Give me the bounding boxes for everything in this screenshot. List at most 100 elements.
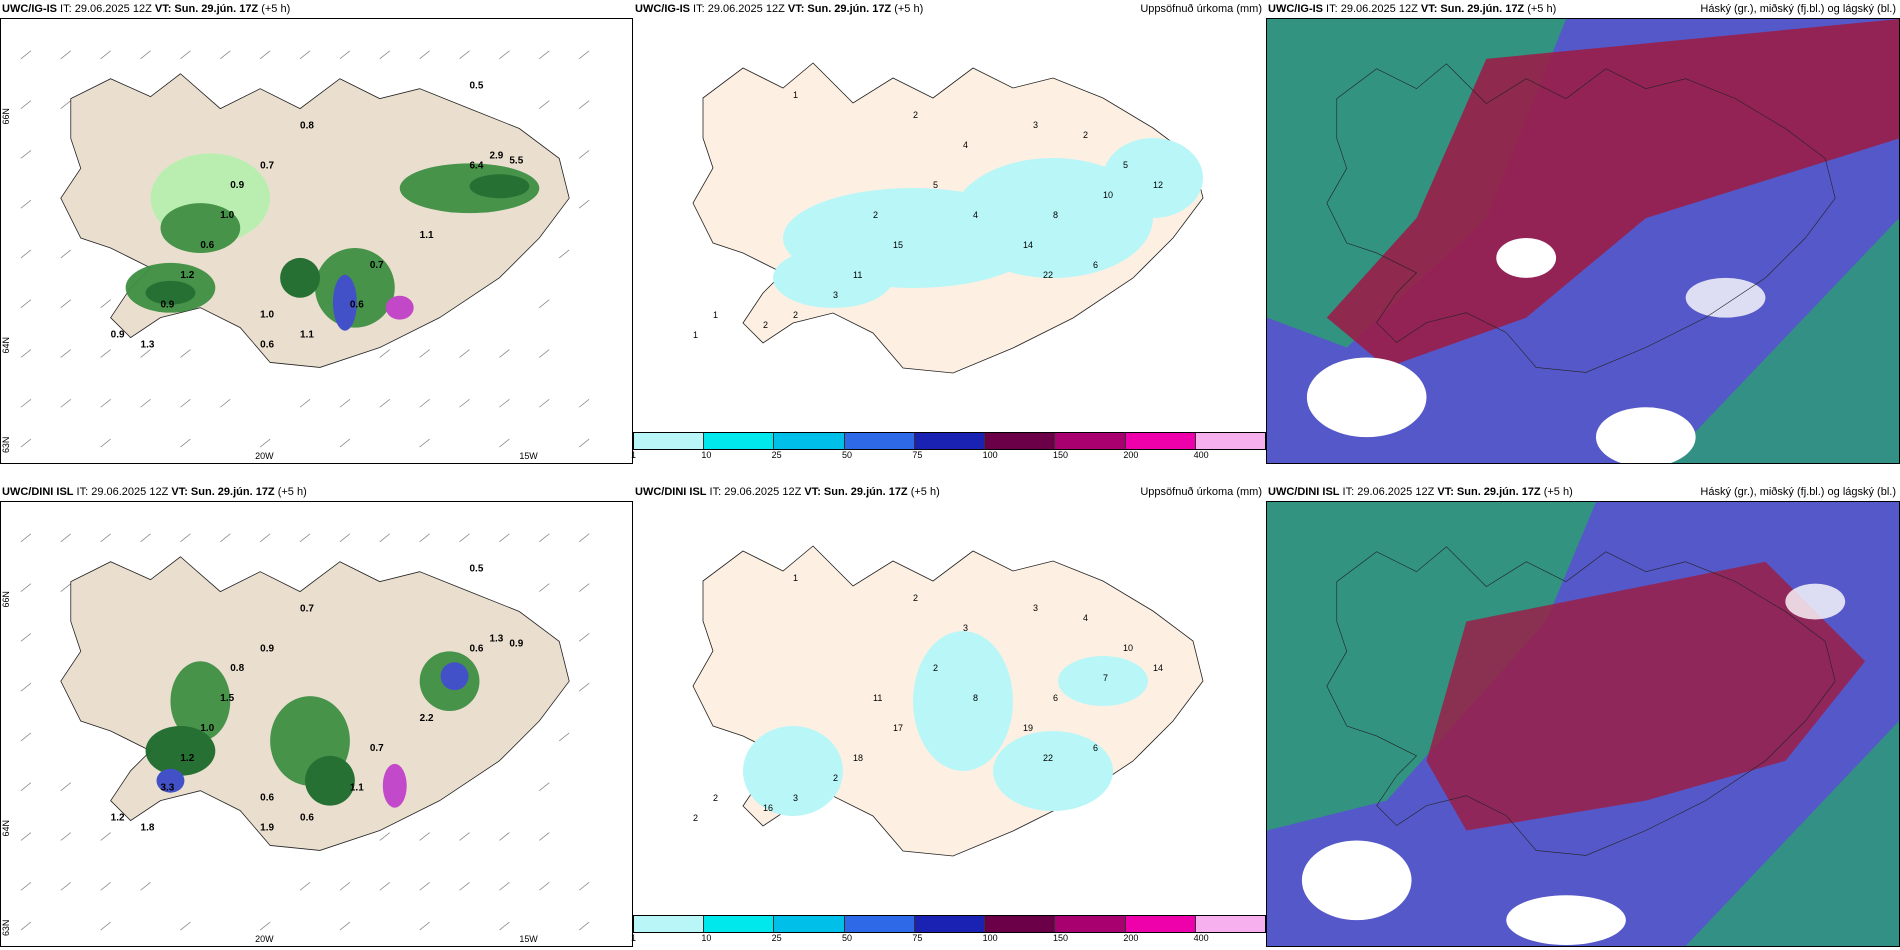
wind-value-label: 0.7 — [370, 743, 384, 754]
colorbar-swatch — [914, 916, 986, 932]
cloud-map[interactable] — [1266, 501, 1900, 947]
precip-value-label: 22 — [1043, 753, 1053, 763]
cloud-map-svg — [1267, 502, 1899, 946]
wind-value-label: 0.5 — [470, 564, 484, 575]
colorbar-swatch — [774, 433, 845, 449]
precip-value-label: 2 — [933, 663, 938, 673]
wind-values: 0.5 0.8 0.7 0.9 1.0 0.6 1.2 0.9 6.4 5.5 1.1 0.7 0.6 1… — [111, 81, 524, 351]
precip-value-label: 8 — [1053, 210, 1058, 220]
precip-value-label: 17 — [893, 723, 903, 733]
precip-value-label: 3 — [1033, 120, 1038, 130]
precip-value-label: 5 — [1123, 160, 1128, 170]
colorbar-tick: 10 — [701, 933, 712, 943]
colorbar-swatch — [914, 433, 986, 449]
precip-map-panel-row1: UWC/IG-IS IT: 29.06.2025 12Z VT: Sun. 29… — [631, 0, 1266, 464]
lon-label-15: 15W — [519, 451, 538, 461]
precip-value-label: 11 — [853, 270, 862, 280]
panel-right-title: Háský (gr.), miðský (fj.bl.) og lágský (… — [1700, 486, 1896, 498]
colorbar-swatch — [1125, 433, 1196, 449]
lat-label-63: 63N — [1, 437, 11, 453]
wind-map[interactable]: 0.5 0.8 0.7 0.9 1.0 0.6 1.2 0.9 6.4 5.5 1.1 0.7 0.6 1… — [0, 18, 633, 464]
wind-value-label: 6.4 — [470, 160, 484, 171]
panel-right-title: Uppsöfnuð úrkoma (mm) — [1140, 3, 1262, 15]
precip-value-label: 11 — [873, 693, 882, 703]
wind-map-panel-row2: UWC/DINI ISL IT: 29.06.2025 12Z VT: Sun.… — [0, 483, 633, 947]
panel-header: UWC/DINI ISL IT: 29.06.2025 12Z VT: Sun.… — [2, 486, 307, 498]
wind-value-label: 3.3 — [160, 783, 174, 794]
lon-label-20: 20W — [255, 934, 274, 944]
precip-map-panel-row2: UWC/DINI ISL IT: 29.06.2025 12Z VT: Sun.… — [631, 483, 1266, 947]
panel-header: UWC/DINI ISL IT: 29.06.2025 12Z VT: Sun.… — [1268, 486, 1573, 498]
cloud-map-svg — [1267, 19, 1899, 463]
colorbar-tick: 10 — [701, 450, 712, 460]
colorbar-tick: 75 — [912, 450, 923, 460]
precip-value-label: 2 — [693, 813, 698, 823]
wind-value-label: 1.3 — [141, 340, 155, 351]
precip-value-label: 6 — [1053, 693, 1058, 703]
wind-value-label: 0.9 — [509, 638, 523, 649]
colorbar-tick: 150 — [1053, 933, 1069, 943]
precip-colorbar: 1 10 25 50 75 100 150 200 400 — [631, 432, 1266, 460]
wind-value-label: 1.1 — [350, 783, 364, 794]
cloud-map[interactable] — [1266, 18, 1900, 464]
colorbar-swatch — [985, 433, 1056, 449]
wind-value-label: 0.7 — [370, 260, 384, 271]
precip-map[interactable]: 1 2 3 3 4 10 14 7 6 19 22 6 17 18 2 3 2 2 16 2 8 11 — [633, 501, 1266, 917]
precip-value-label: 16 — [763, 803, 773, 813]
wind-value-label: 1.0 — [260, 310, 274, 321]
colorbar-swatch — [1055, 916, 1126, 932]
precip-value-label: 3 — [963, 623, 968, 633]
colorbar-swatch — [704, 916, 775, 932]
colorbar-swatch — [634, 433, 705, 449]
precip-value-label: 19 — [1023, 723, 1033, 733]
precip-colorbar: 1 10 25 50 75 100 150 200 400 — [631, 915, 1266, 943]
colorbar-tick: 400 — [1193, 933, 1209, 943]
precip-value-label: 2 — [913, 110, 918, 120]
wind-value-label: 1.2 — [180, 753, 194, 764]
precip-value-label: 22 — [1043, 270, 1053, 280]
precip-blobs — [145, 651, 480, 808]
wind-value-label: 0.6 — [260, 793, 274, 804]
precip-value-label: 10 — [1123, 643, 1133, 653]
wind-value-label: 0.8 — [300, 121, 314, 132]
panel-right-title: Uppsöfnuð úrkoma (mm) — [1140, 486, 1262, 498]
precip-shading — [743, 631, 1148, 816]
precip-value-label: 2 — [793, 310, 798, 320]
precip-value-label: 2 — [1083, 130, 1088, 140]
precip-value-label: 14 — [1023, 240, 1033, 250]
iceland-outline — [1326, 546, 1836, 856]
panel-header: UWC/IG-IS IT: 29.06.2025 12Z VT: Sun. 29… — [1268, 3, 1557, 15]
precip-value-label: 1 — [793, 90, 798, 100]
wind-value-label: 1.1 — [420, 230, 434, 241]
panel-header: UWC/DINI ISL IT: 29.06.2025 12Z VT: Sun.… — [635, 486, 940, 498]
wind-value-label: 0.6 — [200, 240, 214, 251]
lon-label-15: 15W — [519, 934, 538, 944]
precip-value-label: 3 — [793, 793, 798, 803]
precip-value-label: 6 — [1093, 743, 1098, 753]
colorbar-swatch — [704, 433, 775, 449]
precip-value-label: 8 — [973, 693, 978, 703]
wind-map[interactable]: 0.5 0.7 0.9 0.8 1.5 1.0 1.2 3.3 0.6 0.9 2.2 0.7 1.1 0… — [0, 501, 633, 947]
precip-value-label: 14 — [1153, 663, 1163, 673]
precip-value-label: 1 — [693, 330, 698, 340]
wind-value-label: 0.6 — [470, 643, 484, 654]
colorbar-tick: 1 — [631, 933, 637, 943]
wind-values: 0.5 0.7 0.9 0.8 1.5 1.0 1.2 3.3 0.6 0.9 2.2 0.7 1.1 0… — [111, 564, 524, 834]
precip-value-label: 18 — [853, 753, 863, 763]
wind-value-label: 2.9 — [489, 150, 503, 161]
colorbar-tick: 1 — [631, 450, 637, 460]
colorbar-swatch — [985, 916, 1056, 932]
colorbar-tick: 25 — [771, 450, 782, 460]
wind-value-label: 1.5 — [220, 693, 234, 704]
colorbar-tick: 200 — [1123, 450, 1139, 460]
wind-value-label: 1.2 — [111, 813, 125, 824]
precip-map[interactable]: 1 2 4 3 2 5 12 10 8 14 22 6 15 11 3 2 1 1 2 5 4 2 — [633, 18, 1266, 434]
colorbar-tick: 50 — [842, 933, 853, 943]
precip-value-label: 4 — [1083, 613, 1088, 623]
precip-value-label: 5 — [933, 180, 938, 190]
wind-value-label: 0.8 — [230, 663, 244, 674]
precip-shading — [773, 138, 1203, 308]
